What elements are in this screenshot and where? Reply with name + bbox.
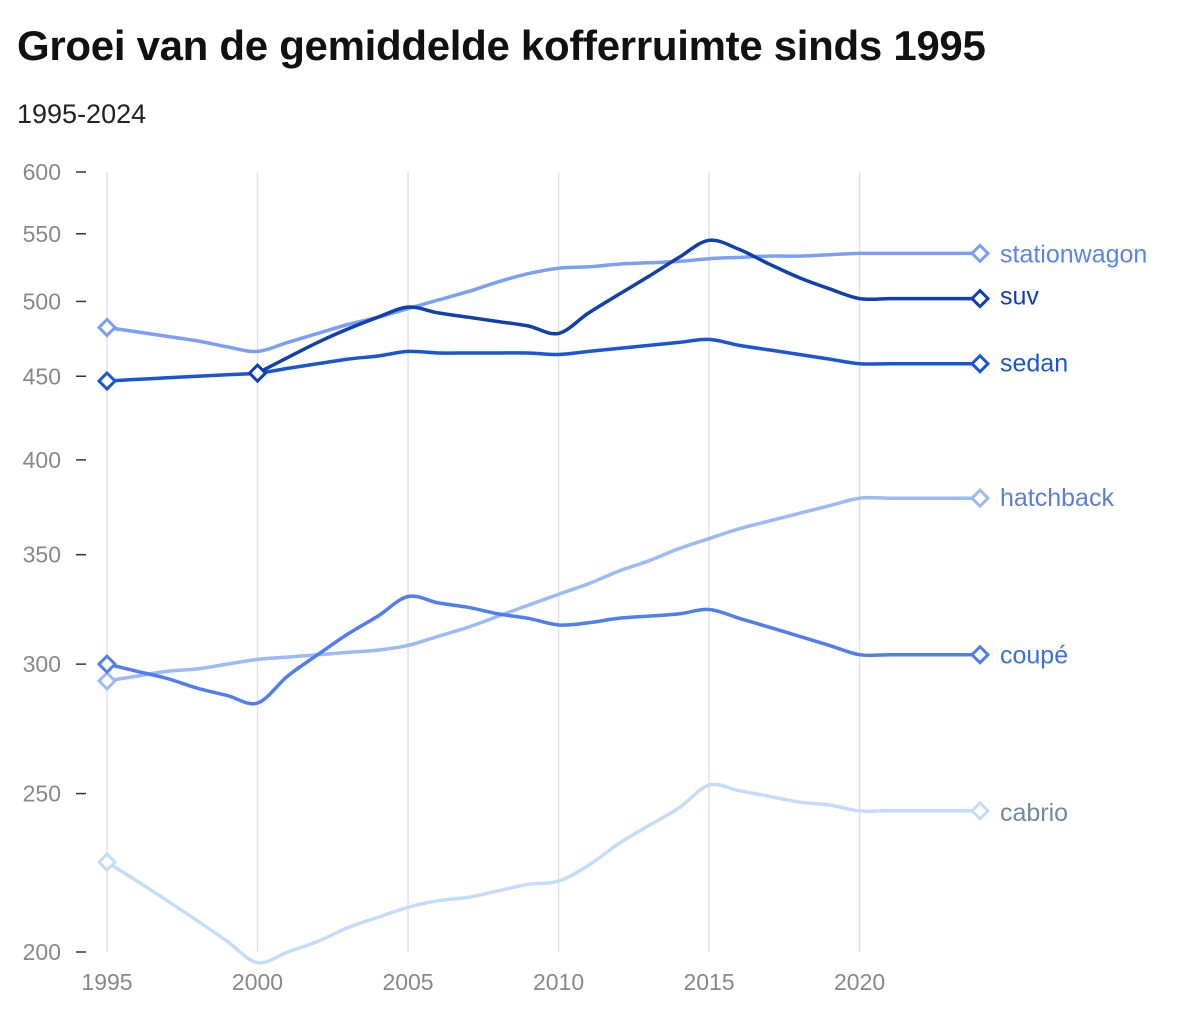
x-tick-label-2020: 2020	[834, 969, 885, 995]
series-labels: stationwagon suv sedan hatchback coupé cabrio	[1000, 240, 1147, 826]
series-label-hatchback: hatchback	[1000, 484, 1114, 512]
marker-coupe-1995	[96, 654, 118, 675]
marker-sedan-1995	[96, 370, 118, 392]
series-label-suv: suv	[1000, 283, 1039, 311]
grid-lines	[106, 172, 861, 952]
series-line-stationwagon	[105, 251, 982, 354]
marker-cabrio-1995	[96, 851, 118, 873]
series-line-hatchback	[105, 495, 982, 683]
series-label-sedan: sedan	[1000, 350, 1068, 378]
series-label-cabrio: cabrio	[1000, 799, 1068, 827]
x-tick-label-2010: 2010	[533, 969, 584, 995]
y-tick-label-250: 250	[23, 781, 61, 807]
y-tick-label-200: 200	[23, 939, 61, 965]
chart-title: Groei van de gemiddelde kofferruimte sin…	[17, 22, 986, 69]
chart-subtitle: 1995-2024	[17, 99, 147, 129]
x-axis: 1995 2000 2005 2010 2015 2020	[81, 969, 885, 995]
marker-coupe-2024	[969, 644, 991, 665]
marker-hatchback-1995	[96, 670, 118, 692]
y-tick-label-600: 600	[23, 159, 61, 185]
series-label-coupe: coupé	[1000, 642, 1068, 670]
marker-cabrio-2024	[969, 800, 991, 821]
y-tick-label-550: 550	[23, 221, 61, 247]
marker-stationwagon-1995	[96, 317, 118, 338]
series-end-markers	[96, 243, 991, 873]
series-lines	[105, 238, 982, 965]
series-line-cabrio	[105, 782, 982, 965]
y-tick-label-450: 450	[23, 363, 61, 389]
marker-suv-2000	[247, 362, 268, 384]
y-tick-label-300: 300	[23, 651, 61, 677]
series-line-suv	[255, 238, 982, 375]
x-tick-label-1995: 1995	[81, 969, 132, 995]
y-tick-label-400: 400	[23, 447, 61, 473]
y-tick-label-350: 350	[23, 542, 61, 568]
x-tick-label-2000: 2000	[232, 969, 283, 995]
series-line-sedan	[105, 337, 982, 383]
marker-suv-2024	[969, 288, 991, 309]
series-line-coupe	[105, 594, 982, 706]
marker-hatchback-2024	[969, 488, 991, 509]
x-tick-label-2005: 2005	[382, 969, 433, 995]
x-tick-label-2015: 2015	[683, 969, 734, 995]
y-axis: 600 550 500 450 400 350 300 250 200	[23, 159, 86, 965]
y-tick-label-500: 500	[23, 288, 61, 314]
marker-sedan-2024	[969, 353, 991, 374]
series-label-stationwagon: stationwagon	[1000, 240, 1147, 268]
marker-stationwagon-2024	[969, 243, 991, 264]
